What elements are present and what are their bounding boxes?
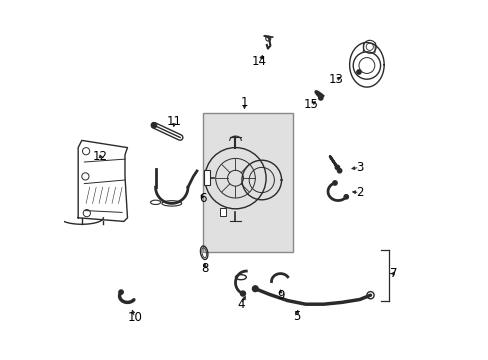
Circle shape — [332, 181, 336, 185]
Text: 9: 9 — [276, 289, 284, 302]
Text: 6: 6 — [199, 192, 206, 205]
Text: 15: 15 — [303, 98, 318, 111]
Circle shape — [318, 96, 322, 100]
Circle shape — [344, 195, 348, 199]
Text: 4: 4 — [237, 298, 244, 311]
Text: 14: 14 — [252, 55, 266, 68]
Bar — [203, 113, 292, 252]
Text: 8: 8 — [201, 262, 208, 275]
Circle shape — [356, 70, 361, 74]
Text: 10: 10 — [127, 311, 142, 324]
Circle shape — [337, 168, 341, 173]
Text: 13: 13 — [328, 73, 343, 86]
Circle shape — [335, 165, 339, 170]
Text: 2: 2 — [355, 186, 363, 199]
Circle shape — [240, 291, 245, 296]
Bar — [203, 170, 210, 185]
Bar — [220, 208, 225, 216]
Circle shape — [151, 122, 157, 128]
Circle shape — [119, 290, 123, 294]
Text: 1: 1 — [240, 96, 248, 109]
Text: 11: 11 — [166, 115, 182, 128]
Text: 12: 12 — [93, 150, 108, 163]
Text: 3: 3 — [355, 161, 363, 174]
Circle shape — [252, 286, 258, 292]
Text: 5: 5 — [292, 310, 300, 323]
Text: 7: 7 — [389, 267, 397, 280]
